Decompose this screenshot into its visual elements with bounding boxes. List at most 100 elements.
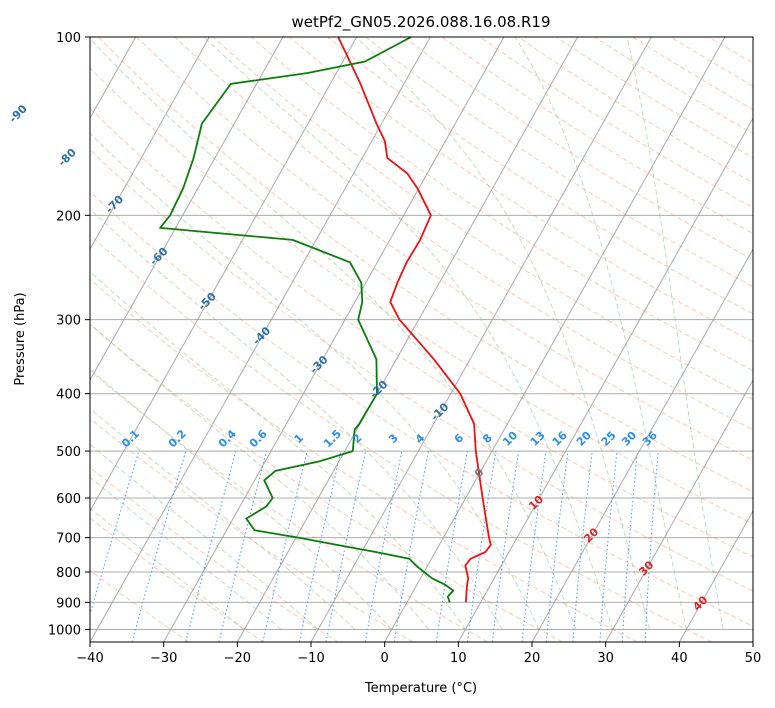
dry-adiabat-line xyxy=(174,37,753,431)
isotherm-label: -80 xyxy=(56,146,79,169)
isotherm-label: -70 xyxy=(103,193,126,216)
isotherm-line xyxy=(310,37,652,642)
x-tick-label: −10 xyxy=(297,651,324,666)
mixing-ratio-line xyxy=(599,451,618,642)
isotherm-line xyxy=(531,248,753,642)
mixing-ratio-label: 0.6 xyxy=(247,427,270,450)
dry-adiabat-line xyxy=(632,37,753,111)
moist-adiabat-line xyxy=(90,132,540,630)
isotherm-label: -40 xyxy=(250,324,273,347)
dry-adiabat-line xyxy=(90,234,712,642)
dewpoint-profile-line xyxy=(159,37,455,603)
profiles xyxy=(159,37,492,603)
mixing-ratio-label: 25 xyxy=(599,429,619,449)
isotherm-line xyxy=(163,37,505,642)
chart-title: wetPf2_GN05.2026.088.16.08.R19 xyxy=(291,13,550,32)
isotherm-line xyxy=(457,117,753,642)
isotherm-line xyxy=(90,37,358,513)
reference-lines xyxy=(0,37,753,642)
isotherm-line xyxy=(605,379,753,642)
moist-adiabat-line xyxy=(514,37,687,630)
moist-adiabat-line xyxy=(626,37,724,630)
moist-adiabat-line xyxy=(203,37,614,630)
x-tick-label: 20 xyxy=(524,651,541,666)
reference-line-labels: -100-90-80-70-60-50-40-30-20-10010203040… xyxy=(7,102,711,613)
mixing-ratio-label: 1 xyxy=(292,431,307,446)
dry-adiabat-line xyxy=(90,466,339,642)
mixing-ratio-label: 0.1 xyxy=(119,427,142,450)
isotherm-line xyxy=(90,37,431,642)
x-tick-label: 50 xyxy=(745,651,762,666)
isotherm-label: 40 xyxy=(690,593,710,613)
dry-adiabat-line xyxy=(90,191,753,627)
dry-adiabat-line xyxy=(90,107,753,558)
dry-adiabat-line xyxy=(90,323,563,642)
mixing-ratio-line xyxy=(185,450,237,642)
y-axis-label: Pressure (hPa) xyxy=(13,292,28,385)
isotherm-line xyxy=(90,37,284,382)
mixing-ratio-line xyxy=(90,450,140,616)
mixing-ratio-label: 16 xyxy=(550,428,570,448)
dry-adiabat-line xyxy=(250,37,753,372)
isotherm-line xyxy=(384,37,726,642)
x-tick-label: 10 xyxy=(450,651,467,666)
x-tick-label: 40 xyxy=(671,651,688,666)
dry-adiabat-line xyxy=(90,517,264,642)
y-tick-label: 600 xyxy=(56,492,81,507)
dry-adiabat-line xyxy=(90,417,414,642)
y-axis: 1000 900 800 700 600 500 400 300 200 100 xyxy=(48,31,90,638)
y-tick-label: 500 xyxy=(56,445,81,460)
mixing-ratio-label: 0.4 xyxy=(216,427,239,450)
x-axis: −40 −30 −20 −10 0 10 20 30 40 50 xyxy=(76,642,761,666)
isotherm-label: 10 xyxy=(526,492,546,512)
x-tick-label: 30 xyxy=(597,651,614,666)
mixing-ratio-line xyxy=(435,451,468,642)
dry-adiabat-line xyxy=(708,37,753,64)
dry-adiabat-line xyxy=(327,37,753,315)
dry-adiabat-line xyxy=(90,369,488,642)
isotherm-label: -30 xyxy=(307,353,330,376)
moist-adiabat-line xyxy=(90,208,503,630)
mixing-ratio-line xyxy=(467,451,497,642)
y-tick-label: 700 xyxy=(56,532,81,547)
y-tick-label: 800 xyxy=(56,566,81,581)
temperature-profile-line xyxy=(337,37,492,603)
mixing-ratio-label: 30 xyxy=(619,428,639,448)
moist-adiabat-line xyxy=(90,323,429,630)
mixing-ratio-line xyxy=(218,450,268,642)
moist-adiabat-line xyxy=(90,476,282,630)
x-tick-label: −30 xyxy=(150,651,177,666)
isotherm-label: -90 xyxy=(7,102,30,125)
isotherm-label: 0 xyxy=(472,465,487,480)
mixing-ratio-line xyxy=(298,450,342,642)
mixing-ratio-label: 2 xyxy=(350,431,365,446)
moist-adiabat-line xyxy=(90,507,245,630)
x-axis-label: Temperature (°C) xyxy=(364,681,477,696)
isotherm-line xyxy=(0,37,62,642)
moist-adiabat-line xyxy=(90,37,577,630)
dry-adiabat-line xyxy=(517,37,753,184)
dry-adiabat-line xyxy=(212,37,753,401)
mixing-ratio-label: 13 xyxy=(528,429,548,449)
mixing-ratio-label: 0.2 xyxy=(166,427,189,450)
y-tick-label: 300 xyxy=(56,314,81,329)
isotherm-label: -50 xyxy=(196,290,219,313)
x-tick-label: −20 xyxy=(224,651,251,666)
isotherm-line xyxy=(236,37,579,642)
y-tick-label: 400 xyxy=(56,388,81,403)
mixing-ratio-line xyxy=(621,451,638,642)
dry-adiabat-line xyxy=(441,37,753,235)
mixing-ratio-line xyxy=(364,451,403,642)
moist-adiabat-line xyxy=(90,270,466,630)
isotherm-label: -20 xyxy=(367,378,390,401)
isotherm-label: 30 xyxy=(636,558,656,578)
mixing-ratio-line xyxy=(393,451,429,642)
dry-adiabat-line xyxy=(670,37,753,87)
moist-adiabat-line xyxy=(90,443,319,630)
mixing-ratio-line xyxy=(131,450,187,642)
isotherm-line xyxy=(678,510,753,642)
mixing-ratio-line xyxy=(572,451,593,642)
mixing-ratio-label: 8 xyxy=(480,431,495,446)
isotherm-label: -10 xyxy=(428,400,451,423)
